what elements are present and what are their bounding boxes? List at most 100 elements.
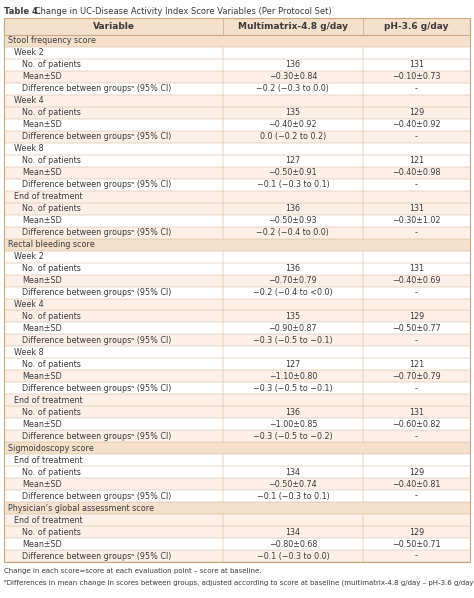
Text: 127: 127 xyxy=(285,360,301,369)
Text: 0.0 (−0.2 to 0.2): 0.0 (−0.2 to 0.2) xyxy=(260,132,326,141)
Text: Mean±SD: Mean±SD xyxy=(22,480,62,489)
Text: Week 2: Week 2 xyxy=(14,252,44,261)
Text: Difference between groupsᵃ (95% CI): Difference between groupsᵃ (95% CI) xyxy=(22,180,172,189)
Bar xyxy=(4,490,470,502)
Text: −0.30±1.02: −0.30±1.02 xyxy=(392,216,441,225)
Text: −1.00±0.85: −1.00±0.85 xyxy=(269,420,317,429)
Text: Mean±SD: Mean±SD xyxy=(22,420,62,429)
Bar xyxy=(4,382,470,394)
Text: Mean±SD: Mean±SD xyxy=(22,72,62,81)
Bar xyxy=(4,167,470,179)
Text: −1.10±0.80: −1.10±0.80 xyxy=(269,372,317,381)
Text: End of treatment: End of treatment xyxy=(14,396,82,405)
Text: −0.2 (−0.4 to <0.0): −0.2 (−0.4 to <0.0) xyxy=(253,288,333,297)
Text: No. of patients: No. of patients xyxy=(22,204,81,213)
Text: −0.1 (−0.3 to 0.0): −0.1 (−0.3 to 0.0) xyxy=(256,551,329,560)
Text: No. of patients: No. of patients xyxy=(22,156,81,165)
Text: 129: 129 xyxy=(409,527,424,536)
Text: 136: 136 xyxy=(285,408,301,417)
Text: Sigmoidoscopy score: Sigmoidoscopy score xyxy=(8,444,94,453)
Text: Mean±SD: Mean±SD xyxy=(22,372,62,381)
Bar xyxy=(4,310,470,322)
Bar xyxy=(4,370,470,382)
Text: Variable: Variable xyxy=(92,22,135,31)
Bar xyxy=(4,155,470,167)
Bar xyxy=(4,406,470,418)
Bar xyxy=(4,251,470,263)
Text: −0.3 (−0.5 to −0.1): −0.3 (−0.5 to −0.1) xyxy=(253,384,333,393)
Bar xyxy=(4,215,470,227)
Text: Stool frequency score: Stool frequency score xyxy=(8,36,96,45)
Text: Rectal bleeding score: Rectal bleeding score xyxy=(8,240,95,249)
Text: −0.40±0.69: −0.40±0.69 xyxy=(392,276,441,285)
Bar xyxy=(4,95,470,107)
Text: −0.50±0.77: −0.50±0.77 xyxy=(392,324,441,333)
Text: Week 4: Week 4 xyxy=(14,96,44,105)
Text: −0.1 (−0.3 to 0.1): −0.1 (−0.3 to 0.1) xyxy=(256,492,329,501)
Bar xyxy=(4,418,470,430)
Bar xyxy=(4,478,470,490)
Bar xyxy=(4,514,470,526)
Text: −0.70±0.79: −0.70±0.79 xyxy=(392,372,441,381)
Text: 136: 136 xyxy=(285,204,301,213)
Bar xyxy=(4,47,470,59)
Text: −0.40±0.92: −0.40±0.92 xyxy=(269,120,317,129)
Text: −0.3 (−0.5 to −0.1): −0.3 (−0.5 to −0.1) xyxy=(253,336,333,345)
Text: Week 2: Week 2 xyxy=(14,48,44,57)
Text: Difference between groupsᵃ (95% CI): Difference between groupsᵃ (95% CI) xyxy=(22,432,172,441)
Bar xyxy=(4,286,470,298)
Bar xyxy=(4,107,470,119)
Text: End of treatment: End of treatment xyxy=(14,515,82,524)
Bar xyxy=(4,538,470,550)
Text: 129: 129 xyxy=(409,312,424,321)
Bar xyxy=(4,18,470,35)
Text: -: - xyxy=(415,228,418,237)
Text: Change in UC-Disease Activity Index Score Variables (Per Protocol Set): Change in UC-Disease Activity Index Scor… xyxy=(32,8,332,17)
Bar xyxy=(4,131,470,143)
Text: 121: 121 xyxy=(409,156,424,165)
Text: -: - xyxy=(415,132,418,141)
Text: Difference between groupsᵃ (95% CI): Difference between groupsᵃ (95% CI) xyxy=(22,132,172,141)
Text: Mean±SD: Mean±SD xyxy=(22,168,62,177)
Bar xyxy=(4,119,470,131)
Text: Mean±SD: Mean±SD xyxy=(22,539,62,548)
Text: No. of patients: No. of patients xyxy=(22,527,81,536)
Bar xyxy=(4,358,470,370)
Text: -: - xyxy=(415,288,418,297)
Text: No. of patients: No. of patients xyxy=(22,468,81,477)
Text: 131: 131 xyxy=(409,204,424,213)
Text: End of treatment: End of treatment xyxy=(14,456,82,465)
Bar xyxy=(4,550,470,562)
Text: 136: 136 xyxy=(285,264,301,273)
Text: 127: 127 xyxy=(285,156,301,165)
Text: −0.3 (−0.5 to −0.2): −0.3 (−0.5 to −0.2) xyxy=(253,432,333,441)
Text: −0.10±0.73: −0.10±0.73 xyxy=(392,72,441,81)
Text: Change in each score=score at each evaluation point – score at baseline.: Change in each score=score at each evalu… xyxy=(4,568,262,574)
Text: Difference between groupsᵃ (95% CI): Difference between groupsᵃ (95% CI) xyxy=(22,84,172,93)
Bar xyxy=(4,203,470,215)
Bar xyxy=(4,227,470,239)
Bar xyxy=(4,322,470,334)
Text: -: - xyxy=(415,180,418,189)
Text: −0.60±0.82: −0.60±0.82 xyxy=(392,420,441,429)
Bar xyxy=(4,394,470,406)
Text: 129: 129 xyxy=(409,468,424,477)
Text: Week 4: Week 4 xyxy=(14,300,44,309)
Bar xyxy=(4,59,470,71)
Text: −0.50±0.74: −0.50±0.74 xyxy=(269,480,317,489)
Text: -: - xyxy=(415,336,418,345)
Text: No. of patients: No. of patients xyxy=(22,408,81,417)
Text: Difference between groupsᵃ (95% CI): Difference between groupsᵃ (95% CI) xyxy=(22,228,172,237)
Text: −0.50±0.71: −0.50±0.71 xyxy=(392,539,441,548)
Bar xyxy=(4,239,470,251)
Bar xyxy=(4,443,470,454)
Text: −0.1 (−0.3 to 0.1): −0.1 (−0.3 to 0.1) xyxy=(256,180,329,189)
Text: −0.50±0.91: −0.50±0.91 xyxy=(269,168,317,177)
Bar xyxy=(4,179,470,191)
Bar xyxy=(4,334,470,346)
Text: Mean±SD: Mean±SD xyxy=(22,276,62,285)
Text: Physician’s global assessment score: Physician’s global assessment score xyxy=(8,504,154,512)
Bar xyxy=(4,143,470,155)
Bar xyxy=(4,263,470,274)
Text: −0.50±0.93: −0.50±0.93 xyxy=(269,216,317,225)
